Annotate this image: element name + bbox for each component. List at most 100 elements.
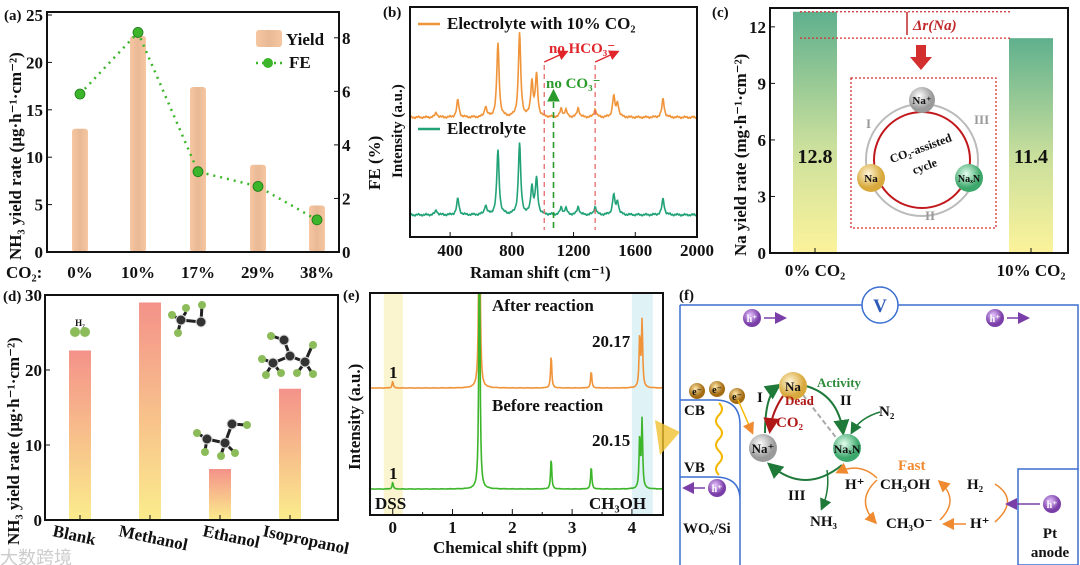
annotation-no-hco3: no HCO₃⁻ xyxy=(549,41,615,57)
photocathode-label: WOₓ/Si xyxy=(683,521,731,537)
methoxide-label: CH₃O⁻ xyxy=(886,516,933,532)
methoxide-protonation-arrow xyxy=(937,479,951,521)
region-label-methanol: CH₃OH xyxy=(589,494,646,513)
legend-label-yield: Yield xyxy=(286,30,325,49)
plot-frame xyxy=(46,11,340,253)
x-axis-label: Chemical shift (ppm) xyxy=(433,538,587,557)
na-plus-ball-icon xyxy=(749,434,777,462)
step-label: III xyxy=(788,488,806,504)
x-tick-label: 2 xyxy=(508,518,517,537)
step-label: II xyxy=(925,208,935,223)
hco3-arrow xyxy=(594,50,620,63)
x-tick-label: Ethanol xyxy=(201,521,262,552)
legend-label-electrolyte: Electrolyte xyxy=(447,119,526,138)
x-tick-label: Methanol xyxy=(117,521,190,554)
fe-point xyxy=(311,214,323,226)
bar-yield xyxy=(250,164,266,252)
electron-label: e⁻ xyxy=(692,387,702,398)
x-tick-label: 0 xyxy=(388,518,397,537)
y2-tick-label: 6 xyxy=(342,82,351,101)
legend-marker-fe xyxy=(263,58,273,68)
panel-label: (c) xyxy=(712,5,729,21)
panel-e-nmr-chart: (e) Intensity (a.u.) Chemical shift (ppm… xyxy=(343,288,664,557)
panel-c-na-yield-chart: 12.8 0% CO₂ 11.4 10% CO₂ 0 3 6 9 12 (c) Na yield… xyxy=(712,5,1069,280)
voltmeter-icon xyxy=(861,286,899,324)
x-tick-label: 1 xyxy=(448,518,457,537)
y-axis-label: Intensity (a.u.) xyxy=(390,84,406,178)
x-axis-prefix: CO₂: xyxy=(6,263,42,282)
series-label-after: After reaction xyxy=(492,296,594,315)
nmr-spectrum-before xyxy=(370,293,663,491)
na-ball-icon xyxy=(857,164,885,192)
methanol-region-highlight xyxy=(631,293,653,515)
integral-label-dss-after: 1 xyxy=(389,363,398,382)
x-tick-label: 800 xyxy=(499,241,525,260)
step-label: I xyxy=(757,390,763,406)
light-icon xyxy=(655,420,680,455)
h2-molecule-icon xyxy=(70,327,90,337)
y-tick-label: 0 xyxy=(35,243,44,262)
region-label-dss: DSS xyxy=(375,494,406,513)
hole-ball-icon xyxy=(986,309,1004,327)
y2-axis-label: FE (%) xyxy=(365,136,384,190)
anode-label-2: anode xyxy=(1031,545,1070,561)
vb-label: VB xyxy=(684,460,705,476)
bar-value-label: 11.4 xyxy=(1014,146,1048,168)
bar-nh3-yield xyxy=(279,388,301,520)
pt-anode-box xyxy=(1017,468,1079,565)
delta-label: Δr(Na) xyxy=(912,18,957,34)
dead-arrow xyxy=(763,395,784,434)
y-tick-label: 15 xyxy=(26,101,43,120)
methanol-to-naxn-arrow xyxy=(835,462,878,479)
y-axis-label: Na yield rate (mg·h⁻¹·cm⁻²) xyxy=(731,54,750,256)
plot-frame xyxy=(769,7,1069,254)
anode-label: Pt xyxy=(1043,526,1057,542)
naxn-ball-icon xyxy=(955,164,983,192)
y-tick-label: 10 xyxy=(26,148,43,167)
hole-ball-icon xyxy=(708,479,726,497)
x-tick-label: 10% xyxy=(121,263,155,282)
y-axis-label: NH₃ yield rate (µg·h⁻¹·cm⁻²) xyxy=(6,52,25,260)
cycle-title-2: cycle xyxy=(910,155,939,177)
electron-ball-icon xyxy=(729,388,745,404)
step-label: I xyxy=(866,116,871,131)
y-tick-label: 5 xyxy=(35,196,44,215)
x-tick-label: 400 xyxy=(437,241,463,260)
bar-na-yield xyxy=(793,11,837,254)
hole-label: h⁺ xyxy=(990,314,1001,325)
integral-label-methanol-before: 20.15 xyxy=(592,431,630,450)
electron-transfer-arrow xyxy=(737,399,754,435)
electron-label: e⁻ xyxy=(712,385,722,396)
n2-arrow xyxy=(850,411,881,435)
y-tick-label: 12 xyxy=(749,18,766,37)
nmr-spectrum-after xyxy=(370,293,663,390)
integral-label-dss-before: 1 xyxy=(389,464,398,483)
bar-nh3-yield xyxy=(139,302,161,520)
methanol-label: CH₃OH xyxy=(880,477,931,493)
y-tick-label: 25 xyxy=(26,6,43,25)
step-label: III xyxy=(974,112,989,127)
fast-label: Fast xyxy=(898,458,926,474)
y-tick-label: 3 xyxy=(758,187,767,206)
plot-frame xyxy=(44,294,339,521)
y-tick-label: 10 xyxy=(25,436,42,455)
naxn-label: NaₓN xyxy=(958,174,981,185)
activity-label: Activity xyxy=(817,375,862,390)
co2-label: CO₂ xyxy=(776,415,804,431)
bar-yield xyxy=(130,35,146,252)
hole-label: h⁺ xyxy=(747,314,758,325)
x-tick-label: 1600 xyxy=(618,241,652,260)
y-axis-label: Intensity (a.u.) xyxy=(345,364,364,470)
nh3-arrow xyxy=(820,469,832,511)
h2-molecule-label: H₂ xyxy=(75,318,85,328)
bar-nh3-yield xyxy=(209,469,231,520)
dss-region-highlight xyxy=(383,293,403,515)
na-plus-ball-icon xyxy=(909,87,935,113)
band-diagram xyxy=(680,399,741,565)
inset-box xyxy=(850,77,997,229)
excitation-wave xyxy=(715,402,723,476)
watermark: 大数跨境 xyxy=(0,548,72,565)
y-tick-label: 0 xyxy=(34,511,43,530)
voltmeter-label: V xyxy=(873,296,887,317)
y-tick-label: 20 xyxy=(25,361,42,380)
